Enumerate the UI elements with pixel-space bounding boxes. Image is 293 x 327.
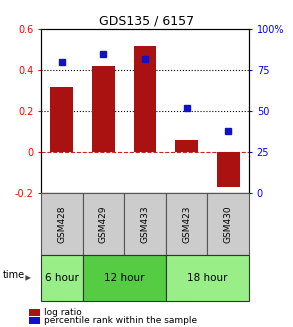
- Text: time: time: [3, 270, 25, 280]
- Bar: [217, 152, 240, 187]
- Text: GSM429: GSM429: [99, 205, 108, 243]
- Text: log ratio: log ratio: [44, 308, 82, 317]
- Bar: [92, 66, 115, 152]
- Text: GSM433: GSM433: [141, 205, 149, 243]
- Text: percentile rank within the sample: percentile rank within the sample: [44, 316, 197, 325]
- Bar: [50, 87, 73, 152]
- Bar: [175, 140, 198, 152]
- Text: 12 hour: 12 hour: [104, 273, 144, 283]
- Text: 18 hour: 18 hour: [187, 273, 228, 283]
- Text: GSM428: GSM428: [57, 205, 66, 243]
- Text: 6 hour: 6 hour: [45, 273, 79, 283]
- Text: GDS135 / 6157: GDS135 / 6157: [99, 15, 194, 28]
- Text: GSM423: GSM423: [182, 205, 191, 243]
- Text: GSM430: GSM430: [224, 205, 233, 243]
- Bar: [134, 46, 156, 152]
